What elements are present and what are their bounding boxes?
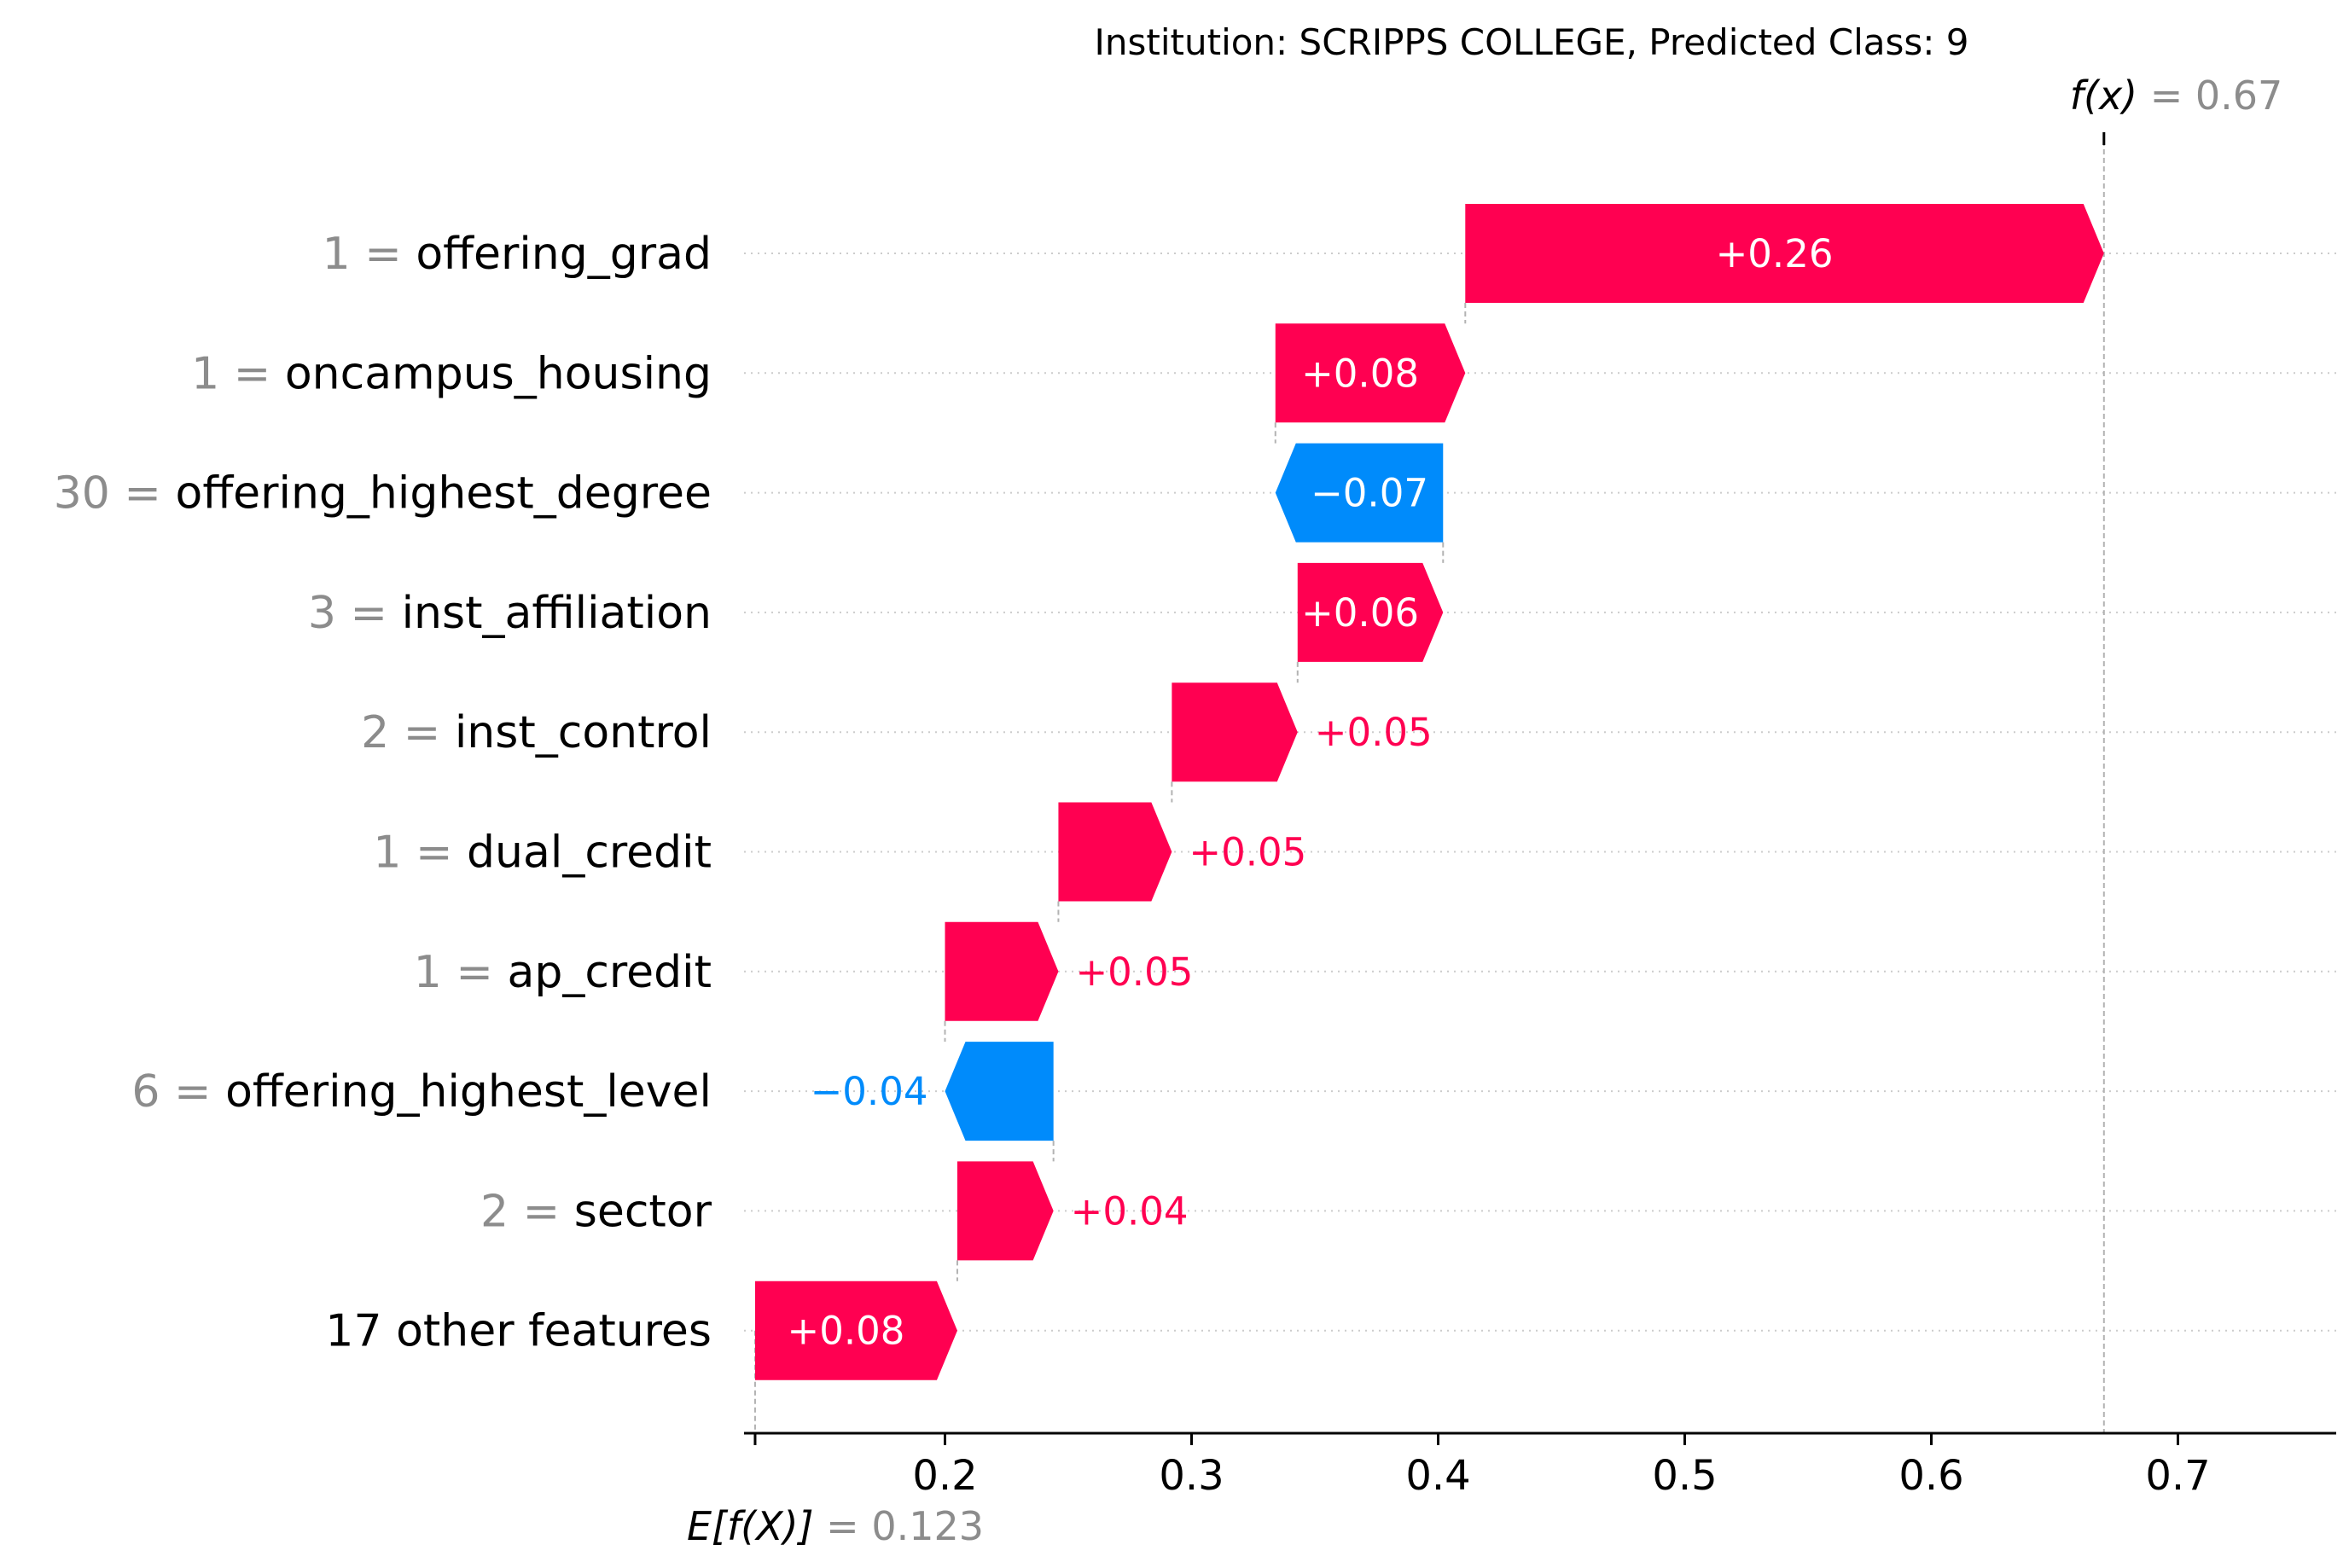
value-annotations: f(x) = 0.67 E[f(X)] = 0.123: [687, 73, 2282, 1549]
bar-positive: [945, 921, 1059, 1021]
bar-value-label: +0.08: [1301, 351, 1419, 396]
x-tick-label: 0.7: [2145, 1452, 2210, 1500]
feature-label: 2 = inst_control: [361, 707, 712, 758]
bar-positive: [1465, 204, 2104, 303]
feature-name: ap_credit: [507, 947, 712, 998]
feature-value: 1 =: [373, 828, 467, 879]
expected-value-label: E[f(X)] = 0.123: [687, 1503, 984, 1549]
feature-name: sector: [574, 1186, 712, 1237]
feature-label: 1 = oncampus_housing: [191, 348, 712, 399]
feature-value: 3 =: [308, 588, 402, 639]
x-tick-label: 0.2: [912, 1452, 977, 1500]
feature-value: 2 =: [480, 1186, 574, 1237]
feature-name: offering_highest_level: [225, 1066, 712, 1118]
output-eq: = 0.67: [2137, 73, 2282, 119]
bar-value-label: +0.04: [1071, 1188, 1189, 1234]
feature-value: 30 =: [54, 468, 176, 520]
feature-label: 3 = inst_affiliation: [308, 588, 712, 639]
bar-positive: [1058, 802, 1172, 902]
feature-label: 1 = offering_grad: [323, 229, 712, 280]
feature-name: 17 other features: [325, 1306, 712, 1357]
bar-value-label: +0.26: [1716, 231, 1834, 276]
feature-value: 2 =: [361, 707, 455, 758]
feature-label: 17 other features: [325, 1306, 712, 1357]
feature-label: 30 = offering_highest_degree: [54, 468, 712, 520]
feature-name: oncampus_housing: [285, 348, 712, 399]
feature-label: 2 = sector: [480, 1186, 712, 1237]
bars: [754, 204, 2104, 1380]
bar-positive: [1275, 323, 1466, 423]
x-tick-label: 0.5: [1652, 1452, 1717, 1500]
feature-name: offering_highest_degree: [176, 468, 712, 520]
bar-value-label: +0.08: [788, 1309, 905, 1354]
x-tick-label: 0.4: [1405, 1452, 1470, 1500]
feature-label: 1 = dual_credit: [373, 828, 712, 879]
feature-name: dual_credit: [467, 828, 712, 879]
bar-labels: +0.26 +0.08 −0.07 +0.06 +0.05 +0.05 +0.05 −0.04…: [788, 231, 1834, 1354]
feature-name: inst_affiliation: [402, 588, 712, 639]
bar-value-label: +0.05: [1075, 950, 1193, 995]
x-tick-label: 0.6: [1898, 1452, 1963, 1500]
bar-value-label: −0.04: [811, 1069, 928, 1114]
x-axis: 0.2 0.3 0.4 0.5 0.6 0.7: [744, 1432, 2336, 1500]
output-symbol: f(x): [2070, 73, 2137, 119]
feature-label: 6 = offering_highest_level: [131, 1066, 712, 1118]
feature-name: offering_grad: [416, 229, 712, 280]
bar-negative: [945, 1042, 1054, 1141]
chart-title: Institution: SCRIPPS COLLEGE, Predicted …: [1094, 21, 1968, 63]
feature-label: 1 = ap_credit: [414, 947, 712, 998]
bar-positive: [1297, 562, 1444, 662]
bar-value-label: +0.05: [1189, 830, 1306, 875]
bar-positive: [1172, 682, 1298, 782]
feature-value: 1 =: [414, 947, 508, 998]
expected-symbol: E[f(X)]: [687, 1503, 814, 1549]
feature-value: 6 =: [131, 1066, 225, 1118]
bar-value-label: +0.05: [1315, 710, 1433, 755]
feature-name: inst_control: [455, 707, 712, 758]
bar-positive: [754, 1281, 957, 1380]
bar-value-label: −0.07: [1311, 471, 1428, 516]
output-value-label: f(x) = 0.67: [2070, 73, 2283, 119]
bar-negative: [1275, 443, 1444, 543]
feature-value: 1 =: [323, 229, 416, 280]
x-tick-label: 0.3: [1159, 1452, 1224, 1500]
bar-positive: [956, 1161, 1054, 1261]
expected-eq: = 0.123: [814, 1503, 984, 1549]
feature-value: 1 =: [191, 348, 285, 399]
bar-value-label: +0.06: [1301, 590, 1419, 636]
